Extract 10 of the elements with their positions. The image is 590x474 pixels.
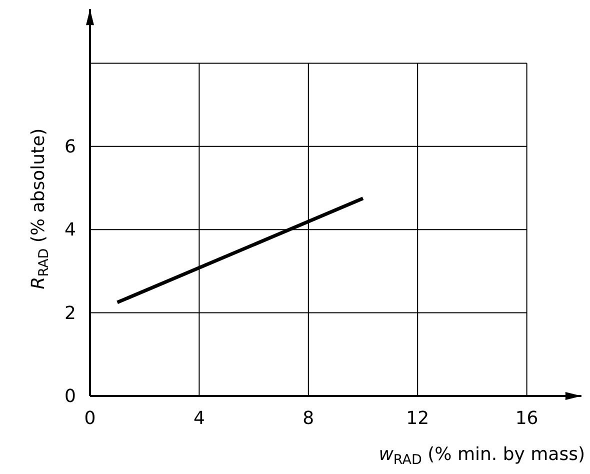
x-tick-label: 16 <box>515 408 538 429</box>
x-tick-label: 0 <box>84 408 96 429</box>
x-tick-label: 4 <box>193 408 205 429</box>
x-tick-label: 12 <box>406 408 430 429</box>
y-tick-label: 0 <box>64 386 76 407</box>
y-tick-label: 2 <box>64 302 76 324</box>
y-tick-label: 4 <box>64 220 76 241</box>
x-axis-title: w$_{RAD}$ (% min. by mass) <box>378 444 585 468</box>
x-tick-label: 8 <box>302 408 314 429</box>
y-tick-label: 6 <box>64 136 76 158</box>
